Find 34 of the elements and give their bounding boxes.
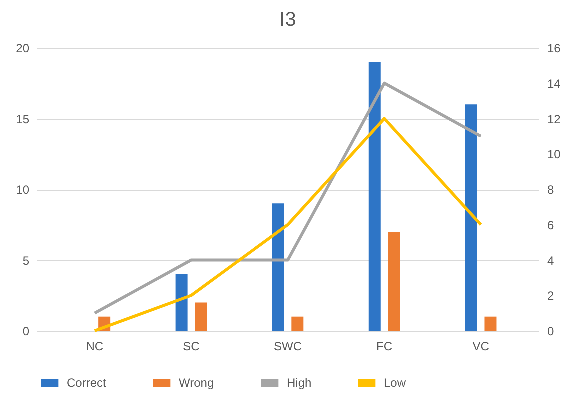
y2-tick-label: 2 [548, 289, 554, 304]
y2-tick-label: 12 [548, 112, 562, 126]
bar [368, 62, 381, 331]
x-tick-label: NC [86, 340, 104, 354]
legend-label: Low [384, 376, 406, 390]
y2-tick-label: 6 [548, 218, 554, 232]
bar [195, 302, 208, 331]
legend-label: Wrong [179, 376, 214, 390]
y-tick-label: 5 [22, 254, 30, 268]
y2-tick-label: 4 [548, 254, 554, 268]
legend-label: High [287, 376, 312, 390]
bar [292, 316, 304, 331]
y-tick-label: 15 [16, 112, 30, 126]
bar [465, 104, 478, 331]
bar [176, 274, 188, 331]
bar [484, 316, 497, 331]
y2-tick-label: 0 [548, 324, 554, 338]
bar [388, 232, 400, 331]
line-series [93, 117, 483, 332]
x-tick-label: FC [376, 340, 393, 354]
y-tick-label: 20 [16, 42, 30, 56]
y2-tick-label: 8 [548, 183, 554, 197]
legend-label: Correct [67, 376, 108, 390]
x-tick-label: SWC [274, 340, 302, 354]
y-tick-label: 0 [22, 324, 30, 338]
y-tick-label: 10 [16, 183, 30, 197]
x-tick-label: SC [183, 340, 200, 354]
x-tick-label: VC [472, 340, 490, 354]
y2-tick-label: 14 [548, 76, 562, 91]
chart-title: I3 [280, 9, 296, 31]
y2-tick-label: 10 [548, 148, 562, 162]
y2-tick-label: 16 [548, 42, 562, 56]
line-series [93, 82, 483, 315]
bar [272, 204, 284, 331]
